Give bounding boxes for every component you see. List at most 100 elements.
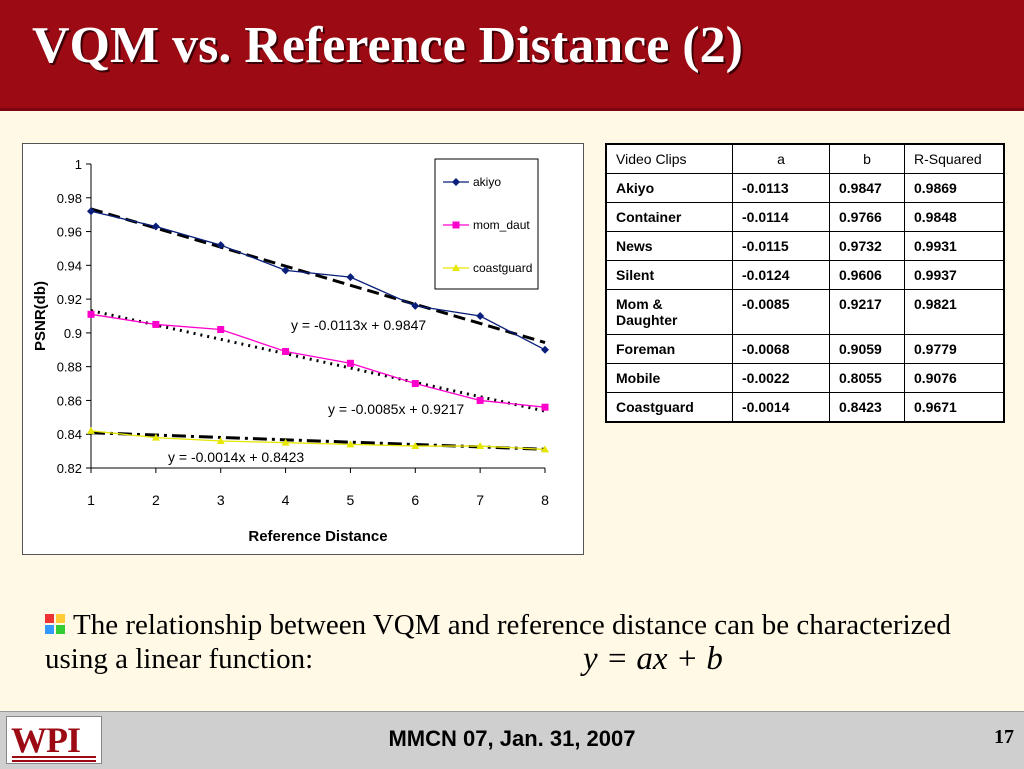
value-cell: 0.9931 [904,231,1005,261]
series-point [411,442,420,450]
regression-table: Video Clips a b R-Squared Akiyo -0.0113 0.… [605,143,1005,423]
value-cell: -0.0115 [732,231,830,261]
title-underline [0,108,1024,111]
table-row: News -0.0115 0.9732 0.9931 [605,231,1005,261]
trendline-equation: y = -0.0085x + 0.9217 [328,401,464,417]
value-cell: 0.9821 [904,289,1005,335]
clip-name-cell: Coastguard [605,392,733,423]
value-cell: -0.0113 [732,173,830,203]
table-row: Coastguard -0.0014 0.8423 0.9671 [605,392,1005,423]
clip-name-cell: Silent [605,260,733,290]
title-bar [0,0,1024,111]
series-point [216,241,225,250]
value-cell: 0.8423 [829,392,905,423]
value-cell: 0.9076 [904,363,1005,393]
series-point [87,310,95,318]
table-row: Foreman -0.0068 0.9059 0.9779 [605,334,1005,364]
psnr-chart: 0.82 0.84 0.86 0.88 0.9 0.92 0.94 0.96 0.98 1 1 2 3 4… [32,157,549,545]
y-tick-label: 0.88 [57,360,82,375]
value-cell: 0.9779 [904,334,1005,364]
series-point [411,380,419,388]
series-point [452,221,460,229]
series-point [282,347,290,355]
series-point [411,301,420,310]
y-tick-label: 0.96 [57,225,82,240]
x-tick-label: 8 [541,492,549,508]
x-tick-label: 3 [217,492,225,508]
series-point [87,426,95,434]
header-video-clips: Video Clips [605,143,733,174]
x-tick-label: 2 [152,492,160,508]
trendline-mom_daut [90,309,546,413]
bullet-text: The relationship between VQM and referen… [45,609,951,675]
value-cell: -0.0085 [732,289,830,335]
logo-text: WPI [11,720,81,760]
legend-entry: coastguard [473,261,532,275]
trendline-akiyo [90,207,546,344]
series-point [541,445,549,453]
series-point [346,273,355,282]
x-tick-label: 5 [347,492,355,508]
x-tick-label: 7 [476,492,484,508]
value-cell: 0.9848 [904,202,1005,232]
y-tick-label: 0.92 [57,292,82,307]
header-r-squared: R-Squared [904,143,1005,174]
bullet-paragraph: The relationship between VQM and referen… [45,608,985,676]
series-point [151,222,160,231]
trendline-equation: y = -0.0014x + 0.8423 [168,449,304,465]
clip-name-cell: News [605,231,733,261]
series-point [452,178,460,186]
series-point [452,264,460,271]
trendline-equation: y = -0.0113x + 0.9847 [291,317,426,333]
y-tick-label: 0.9 [64,326,82,341]
wpi-logo: WPI [6,716,102,764]
table-row: Akiyo -0.0113 0.9847 0.9869 [605,173,1005,203]
header-a: a [732,143,830,174]
clip-name-cell: Akiyo [605,173,733,203]
value-cell: 0.9606 [829,260,905,290]
clip-name-cell: Mom & Daughter [605,289,733,335]
series-point [151,433,160,441]
table-body: Akiyo -0.0113 0.9847 0.9869 Container -0.0114… [605,173,1005,423]
y-tick-label: 0.86 [57,393,82,408]
value-cell: -0.0022 [732,363,830,393]
value-cell: 0.9847 [829,173,905,203]
series-line-mom_daut [90,313,546,408]
series-point [476,396,484,404]
page-title: VQM vs. Reference Distance (2) [32,17,743,74]
legend-entry: akiyo [473,175,501,189]
value-cell: 0.9732 [829,231,905,261]
bullet-icon [45,614,67,636]
header-b: b [829,143,905,174]
value-cell: 0.9869 [904,173,1005,203]
table-row: Mobile -0.0022 0.8055 0.9076 [605,363,1005,393]
series-point [476,442,485,450]
table-row: Container -0.0114 0.9766 0.9848 [605,202,1005,232]
value-cell: -0.0114 [732,202,830,232]
value-cell: -0.0068 [732,334,830,364]
series-point [541,403,549,411]
series-line-akiyo [90,210,546,351]
series-point [281,438,290,446]
x-tick-label: 4 [282,492,290,508]
series-line-coastguard [90,430,546,451]
y-tick-label: 1 [75,157,82,172]
y-tick-label: 0.94 [57,258,82,273]
value-cell: 0.9671 [904,392,1005,423]
series-point [217,326,225,334]
series-point [476,312,485,320]
series-point [87,207,95,216]
series-point [281,266,290,275]
footer-bar [0,711,1024,769]
table-row: Silent -0.0124 0.9606 0.9937 [605,260,1005,290]
clip-name-cell: Mobile [605,363,733,393]
footer-text: MMCN 07, Jan. 31, 2007 [388,726,636,751]
trendline-coastguard [90,431,546,451]
x-axis-title: Reference Distance [248,528,387,545]
value-cell: 0.8055 [829,363,905,393]
value-cell: -0.0124 [732,260,830,290]
table-row: Mom & Daughter -0.0085 0.9217 0.9821 [605,289,1005,335]
value-cell: 0.9059 [829,334,905,364]
value-cell: 0.9937 [904,260,1005,290]
clip-name-cell: Foreman [605,334,733,364]
